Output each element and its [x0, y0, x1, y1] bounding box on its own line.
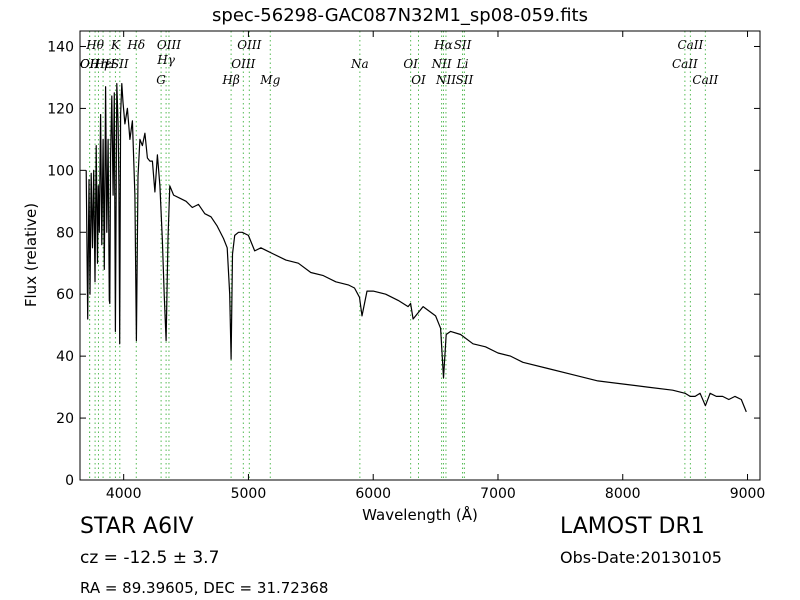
spectral-line-label: Hθ — [85, 38, 104, 52]
spectral-line-label: G — [156, 73, 166, 87]
coordinates-label: RA = 89.39605, DEC = 31.72368 — [80, 579, 329, 597]
spectral-line-label: OII — [80, 57, 100, 71]
obs-date-label: Obs-Date:20130105 — [560, 548, 722, 567]
y-tick-label: 20 — [56, 411, 74, 427]
spectral-line-label: Hη — [89, 57, 108, 71]
spectral-line-label: Hα — [433, 38, 453, 52]
spectral-line-label: NII — [435, 73, 456, 87]
spectral-line-label: Hδ — [126, 38, 145, 52]
x-tick-label: 9000 — [730, 486, 766, 502]
axis-ticks-layer: 4000 5000 6000 7000 8000 9000 0 20 40 60 80 100 120 1… — [47, 31, 765, 502]
spectral-line-label: CaII — [677, 38, 703, 52]
y-tick-label: 0 — [65, 473, 74, 489]
spectral-line-label: H — [104, 57, 116, 71]
y-tick-label: 100 — [47, 163, 74, 179]
x-axis-label: Wavelength (Å) — [362, 505, 478, 524]
y-tick-label: 60 — [56, 287, 74, 303]
spectral-line-label: Hε — [94, 57, 112, 71]
y-tick-label: 140 — [47, 39, 74, 55]
survey-label: LAMOST DR1 — [560, 514, 705, 539]
y-tick-label: 40 — [56, 349, 74, 365]
spectral-line-label: OII — [80, 57, 100, 71]
spectral-line-label: OI — [403, 57, 418, 71]
spectral-line-label: OIII — [157, 38, 181, 52]
line-labels-layer: OIIOIIHθHηHεHKSIIHδGHγOIIIHβOIIIOIIIMgNa… — [80, 38, 719, 87]
spectral-line-label: SII — [111, 57, 129, 71]
spectral-line-label: OI — [411, 73, 426, 87]
spectral-line-label: K — [110, 38, 121, 52]
spectral-line-label: SII — [456, 73, 474, 87]
spectral-line-label: OIII — [237, 38, 261, 52]
spectral-line-label: CaII — [692, 73, 718, 87]
chart-title: spec-56298-GAC087N32M1_sp08-059.fits — [212, 5, 588, 26]
x-tick-label: 5000 — [231, 486, 267, 502]
object-class-label: STAR A6IV — [80, 514, 194, 539]
spectral-line-label: Hγ — [156, 53, 175, 67]
spectral-line-label: SII — [454, 38, 472, 52]
spectral-line-label: CaII — [672, 57, 698, 71]
emission-lines-layer — [89, 31, 706, 480]
y-tick-label: 120 — [47, 101, 74, 117]
spectral-line-label: NII — [431, 57, 452, 71]
spectral-line-label: Li — [456, 57, 469, 71]
x-tick-label: 6000 — [355, 486, 391, 502]
x-tick-label: 8000 — [605, 486, 641, 502]
spectral-line-label: OIII — [231, 57, 255, 71]
spectral-line-label: Mg — [259, 73, 280, 87]
x-tick-label: 7000 — [480, 486, 516, 502]
plot-frame — [79, 30, 761, 481]
spectral-line-label: Na — [350, 57, 369, 71]
spectrum-series-line — [85, 83, 747, 413]
y-axis-label: Flux (relative) — [22, 203, 40, 307]
spectral-line-label: Hβ — [221, 73, 239, 87]
x-tick-label: 4000 — [106, 486, 142, 502]
y-tick-label: 80 — [56, 225, 74, 241]
redshift-label: cz = -12.5 ± 3.7 — [80, 548, 220, 568]
